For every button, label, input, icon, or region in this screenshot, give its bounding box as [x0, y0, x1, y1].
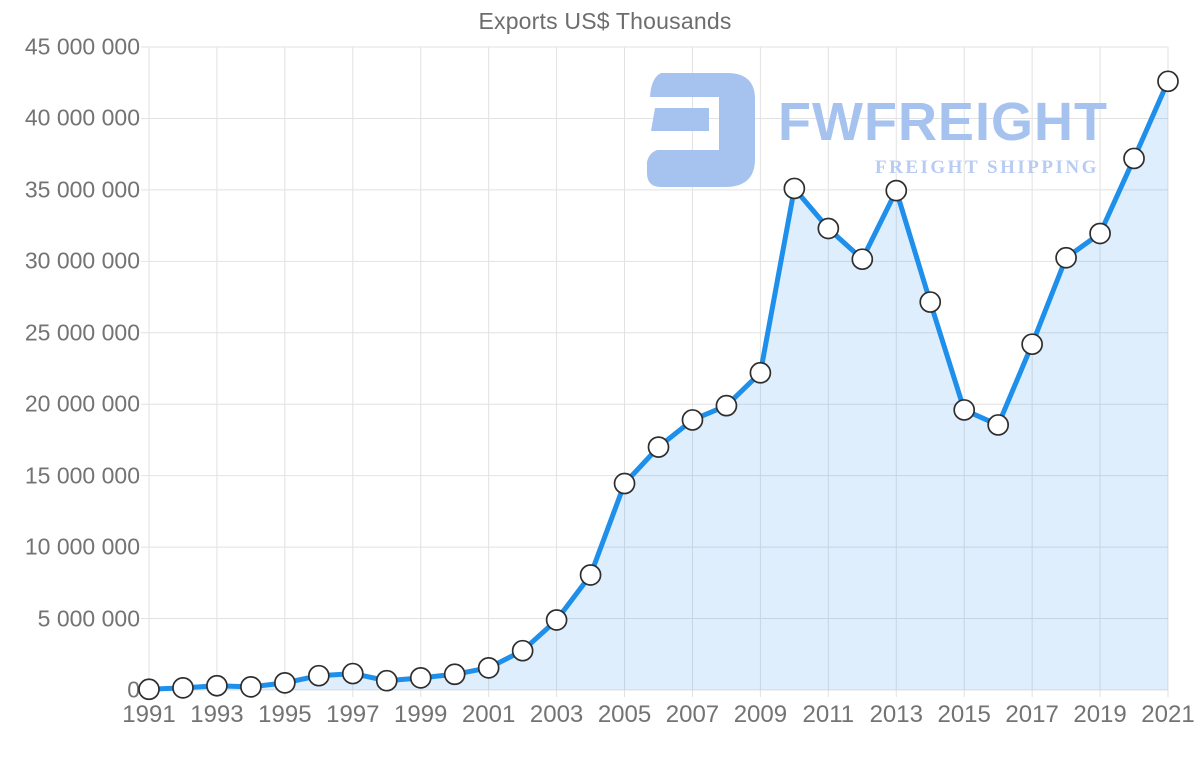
data-point-1993 [206, 674, 228, 697]
data-point-2007 [681, 409, 704, 431]
data-point-2016 [987, 414, 1010, 436]
y-axis-label: 5 000 000 [37, 605, 140, 632]
x-axis-label: 1995 [258, 701, 312, 728]
y-axis-label: 30 000 000 [24, 247, 140, 274]
data-point-2010 [783, 177, 806, 200]
data-point-2019 [1089, 222, 1111, 245]
y-axis-label: 45 000 000 [24, 33, 140, 60]
chart-title: Exports US$ Thousands [478, 8, 732, 34]
data-point-2009 [749, 361, 772, 384]
data-point-2020 [1123, 147, 1145, 170]
data-point-2005 [613, 472, 636, 495]
x-axis-label: 1999 [394, 701, 448, 728]
data-point-2006 [647, 436, 670, 458]
data-point-2003 [545, 609, 568, 631]
data-point-2021 [1157, 70, 1179, 93]
x-axis-label: 2013 [869, 701, 923, 728]
data-point-2018 [1055, 246, 1077, 269]
data-point-1995 [274, 672, 296, 694]
x-axis-label: 2009 [733, 701, 788, 728]
fwfreight-watermark: FWFREIGHT FREIGHT SHIPPING [647, 73, 1167, 188]
x-axis-label: 2003 [529, 701, 584, 728]
y-axis-label: 10 000 000 [24, 533, 140, 560]
data-point-2001 [477, 657, 500, 679]
data-point-2000 [443, 663, 466, 686]
x-axis-label: 2021 [1141, 701, 1195, 728]
data-point-1991 [138, 678, 160, 701]
x-axis-label: 2007 [665, 701, 720, 728]
y-axis-label: 15 000 000 [24, 462, 140, 489]
data-point-2012 [851, 248, 874, 271]
fwfreight-logo-icon [647, 73, 755, 187]
x-axis-label: 2005 [597, 701, 652, 728]
y-axis-label: 35 000 000 [24, 176, 140, 203]
y-axis-label: 0 [127, 676, 140, 703]
data-point-2017 [1021, 333, 1043, 356]
y-axis-label: 20 000 000 [24, 390, 140, 417]
x-axis-label: 1993 [190, 701, 244, 728]
data-point-2011 [817, 217, 840, 240]
data-point-1992 [172, 677, 194, 699]
x-axis-label: 2011 [802, 701, 855, 728]
data-point-2014 [919, 291, 942, 313]
data-point-2002 [511, 639, 534, 662]
data-point-2013 [885, 179, 908, 202]
data-point-1997 [341, 662, 364, 685]
x-axis-label: 2017 [1005, 701, 1059, 728]
x-axis-label: 2015 [937, 701, 991, 728]
data-point-2008 [715, 394, 738, 417]
series-area-fill [149, 81, 1168, 690]
data-point-1999 [409, 667, 432, 689]
data-point-2004 [579, 564, 602, 586]
x-axis-label: 1997 [326, 701, 380, 728]
watermark-tagline-text: FREIGHT SHIPPING [875, 157, 1099, 178]
x-axis-label: 1991 [122, 701, 176, 728]
x-axis-label: 2001 [461, 701, 516, 728]
data-point-1998 [375, 669, 398, 692]
y-axis-label: 25 000 000 [24, 319, 140, 346]
data-point-2015 [953, 399, 976, 421]
data-point-1996 [307, 664, 330, 687]
x-axis-label: 2019 [1073, 701, 1127, 728]
watermark-brand-text: FWFREIGHT [778, 92, 1108, 152]
y-axis-label: 40 000 000 [24, 104, 140, 131]
data-point-1994 [240, 676, 262, 698]
